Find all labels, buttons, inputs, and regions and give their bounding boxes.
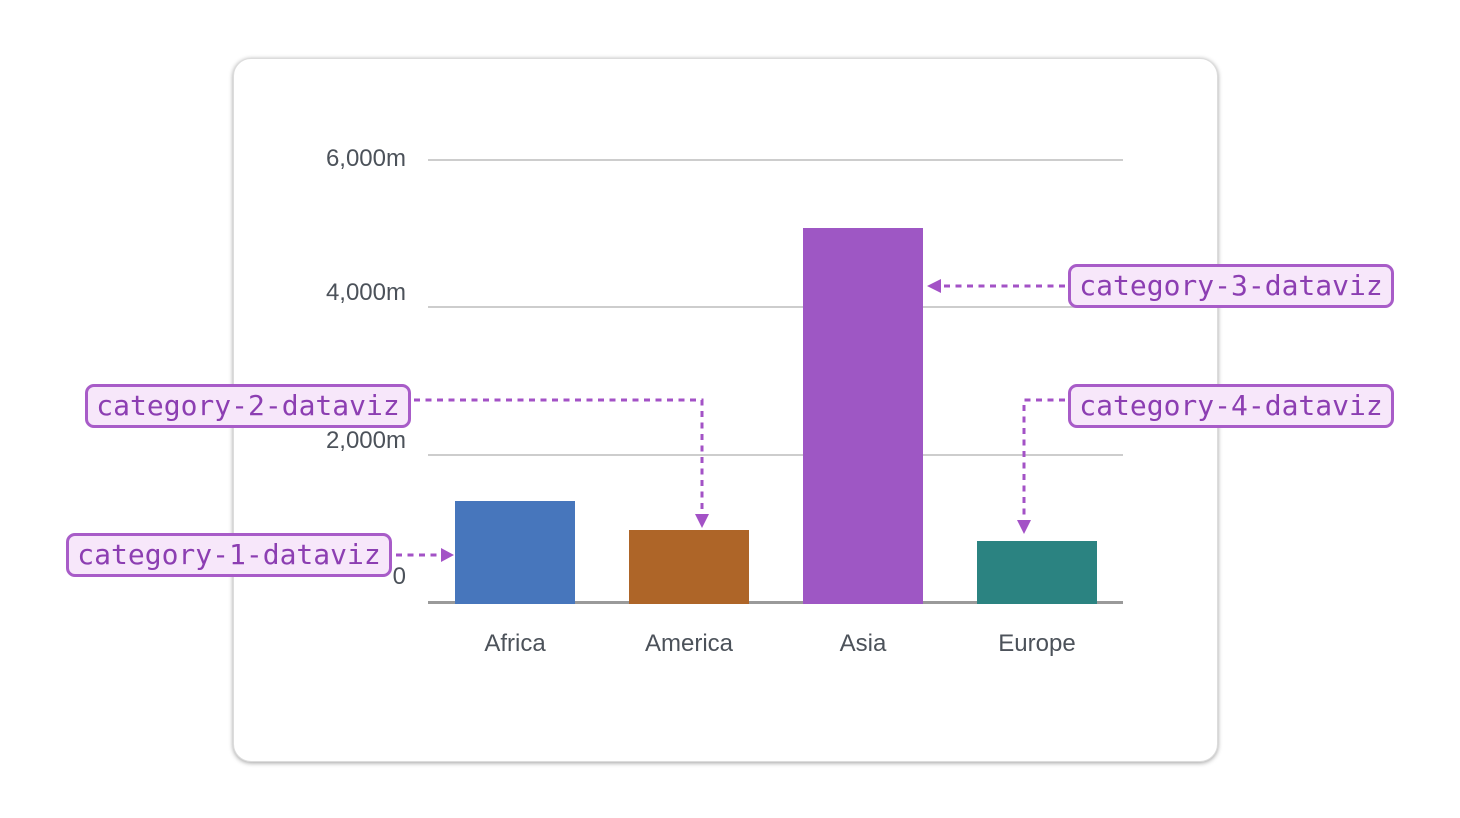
- x-label-africa: Africa: [484, 630, 546, 657]
- annotation-chip-category-2: category-2-dataviz: [85, 384, 411, 428]
- gridline-6000: [428, 159, 1123, 161]
- gridline-4000: [428, 306, 1123, 308]
- y-tick-4000: 4,000m: [325, 279, 406, 306]
- gridline-2000: [428, 454, 1123, 456]
- bar-africa[interactable]: [455, 501, 575, 604]
- bar-america[interactable]: [629, 530, 749, 604]
- x-axis-line: [428, 601, 1123, 604]
- annotation-chip-category-4: category-4-dataviz: [1068, 384, 1394, 428]
- x-label-america: America: [644, 630, 734, 657]
- y-tick-6000: 6,000m: [325, 145, 406, 172]
- annotation-chip-category-1: category-1-dataviz: [66, 533, 392, 577]
- bar-asia[interactable]: [803, 228, 923, 604]
- x-label-europe: Europe: [998, 630, 1076, 657]
- y-tick-0: 0: [392, 563, 406, 590]
- x-label-asia: Asia: [839, 630, 887, 657]
- y-tick-2000: 2,000m: [325, 427, 406, 454]
- annotation-chip-category-3: category-3-dataviz: [1068, 264, 1394, 308]
- bar-europe[interactable]: [977, 541, 1097, 604]
